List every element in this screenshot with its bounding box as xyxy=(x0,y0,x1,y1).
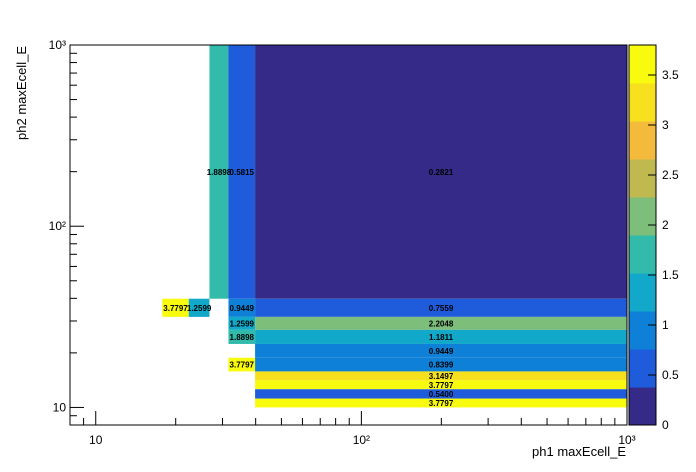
colorbar-segment xyxy=(629,406,656,416)
colorbar-segment xyxy=(629,292,656,302)
heatmap-cell xyxy=(209,45,229,299)
heatmap-cell xyxy=(255,329,627,344)
cell-value-label: 0.9449 xyxy=(230,304,255,313)
colorbar-segment xyxy=(629,73,656,84)
colorbar-segment xyxy=(629,320,656,331)
colorbar-segment xyxy=(629,358,656,369)
colorbar-tick-label: 0.5 xyxy=(662,368,679,382)
x-tick-label: 10 xyxy=(89,433,103,447)
heatmap-cell xyxy=(188,298,210,317)
colorbar-segment xyxy=(629,149,656,160)
colorbar-tick-label: 3.5 xyxy=(662,68,679,82)
colorbar-segment xyxy=(629,301,656,312)
colorbar-segment xyxy=(629,45,656,55)
cell-value-label: 1.2599 xyxy=(230,319,255,328)
colorbar-tick-label: 1.5 xyxy=(662,268,679,282)
colorbar-segment xyxy=(629,102,656,112)
colorbar-tick-label: 2 xyxy=(662,218,669,232)
colorbar-segment xyxy=(629,168,656,179)
cell-value-label: 1.8898 xyxy=(207,168,232,177)
heatmap-cell xyxy=(228,316,256,330)
heatmap-cell xyxy=(228,357,256,372)
colorbar-tick-label: 0 xyxy=(662,418,669,432)
colorbar-segment xyxy=(629,244,656,255)
heatmap-cell xyxy=(228,329,256,344)
colorbar-segment xyxy=(629,178,656,188)
colorbar-tick-label: 1 xyxy=(662,318,669,332)
y-axis-label: ph2 maxEcell_E xyxy=(14,46,29,140)
heatmap-cell xyxy=(255,316,627,330)
cell-value-label: 2.2048 xyxy=(429,319,454,328)
cell-value-label: 3.7797 xyxy=(230,361,255,370)
cells-layer xyxy=(162,45,627,408)
cell-value-label: 1.1811 xyxy=(429,333,454,342)
colorbar-segment xyxy=(629,225,656,236)
colorbar-segment xyxy=(629,83,656,93)
colorbar-segment xyxy=(629,263,656,274)
x-axis-label: ph1 maxEcell_E xyxy=(532,444,626,459)
colorbar-segment xyxy=(629,121,656,131)
colorbar-segment xyxy=(629,387,656,397)
colorbar-tick-label: 3 xyxy=(662,118,669,132)
colorbar-segment xyxy=(629,339,656,350)
colorbar-segment xyxy=(629,368,656,378)
colorbar-segment xyxy=(629,396,656,407)
colorbar-segment xyxy=(629,235,656,245)
colorbar-segment xyxy=(629,187,656,198)
colorbar-frame xyxy=(628,44,657,426)
heatmap-cell xyxy=(228,298,256,317)
axes-layer: 10 10² 10³ 10 10² 10³ xyxy=(49,38,636,447)
heatmap-cell xyxy=(255,380,627,390)
cell-value-label: 3.7797 xyxy=(163,304,188,313)
heatmap-cell xyxy=(255,371,627,381)
cell-value-label: 0.9449 xyxy=(429,347,454,356)
colorbar-segment xyxy=(629,349,656,359)
colorbar-segment xyxy=(629,111,656,122)
cell-value-label: 0.2821 xyxy=(429,168,454,177)
colorbar-segment xyxy=(629,159,656,169)
heatmap-cell xyxy=(255,389,627,399)
colorbar-segment xyxy=(629,254,656,264)
colorbar-segment xyxy=(629,130,656,141)
heatmap-cell xyxy=(162,298,189,317)
y-tick-label: 10³ xyxy=(49,38,66,52)
cell-value-label: 0.5815 xyxy=(230,168,255,177)
colorbar-segment xyxy=(629,282,656,293)
heatmap-cell xyxy=(255,398,627,408)
colorbar-segment xyxy=(629,377,656,388)
y-tick-label: 10 xyxy=(53,400,67,414)
colorbar-tick-label: 2.5 xyxy=(662,168,679,182)
colorbar-segment xyxy=(629,140,656,150)
x-tick-label: 10² xyxy=(353,433,370,447)
colorbar-segment xyxy=(629,216,656,226)
cell-value-label: 3.7797 xyxy=(429,399,454,408)
heatmap-cell xyxy=(255,45,627,299)
cell-value-label: 0.7559 xyxy=(429,304,454,313)
y-tick-label: 10² xyxy=(49,219,66,233)
cell-value-label: 0.5400 xyxy=(429,390,454,399)
colorbar-segment xyxy=(629,415,656,426)
cell-value-label: 3.1497 xyxy=(429,372,454,381)
colorbar-segment xyxy=(629,64,656,74)
heatmap-cell xyxy=(255,298,627,317)
cell-value-label: 0.8399 xyxy=(429,361,454,370)
cell-value-label: 3.7797 xyxy=(429,381,454,390)
colorbar-segment xyxy=(629,273,656,283)
colorbar-segment xyxy=(629,206,656,217)
cell-value-label: 1.2599 xyxy=(187,304,212,313)
cell-value-label: 1.8898 xyxy=(230,333,255,342)
colorbar-segment xyxy=(629,197,656,207)
colorbar-segment xyxy=(629,92,656,103)
heatmap-cell xyxy=(255,357,627,372)
x-tick-label: 10³ xyxy=(618,433,635,447)
colorbar-segment xyxy=(629,311,656,321)
colorbar-segment xyxy=(629,54,656,65)
colorbar-segment xyxy=(629,330,656,340)
colorbar: 0 0.5 1 1.5 2 2.5 3 3.5 xyxy=(628,44,679,432)
heatmap-cell xyxy=(255,343,627,358)
heatmap-cell xyxy=(228,45,256,299)
